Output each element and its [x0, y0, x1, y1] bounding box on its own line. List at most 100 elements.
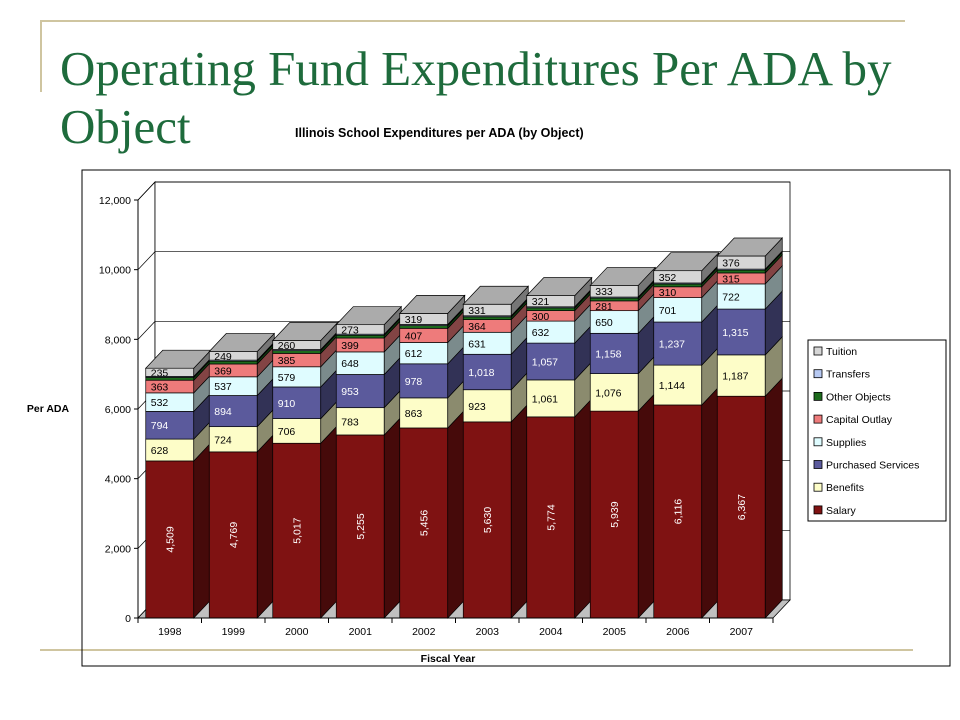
bar-segment-salary — [208, 432, 275, 619]
data-label: 5,939 — [609, 501, 621, 527]
bar-side — [574, 397, 593, 619]
x-tick-label: 2007 — [730, 626, 754, 638]
chart-title: Illinois School Expenditures per ADA (by… — [295, 126, 584, 140]
bar-front — [272, 442, 322, 619]
y-tick-label: 8,000 — [105, 334, 131, 346]
bar-segment-benefits — [208, 407, 275, 453]
legend-label: Transfers — [826, 369, 870, 381]
data-label: 6,367 — [736, 494, 748, 520]
gridline-side — [137, 321, 156, 340]
bar-side — [256, 432, 275, 619]
bar-front — [526, 379, 576, 418]
data-label: 701 — [659, 305, 677, 317]
data-label: 1,076 — [595, 387, 621, 399]
bar-segment-salary — [526, 397, 593, 619]
bar-top — [398, 295, 466, 314]
legend-swatch — [813, 505, 823, 515]
legend: Tuition Transfers Other Objects Capital Out… — [807, 339, 947, 522]
y-tick-label: 6,000 — [105, 404, 131, 416]
bar-segment-supplies — [716, 265, 783, 310]
data-label: 1,061 — [532, 393, 558, 405]
bar-segment-tuition — [525, 276, 593, 308]
bar-front — [462, 316, 512, 320]
data-label: 363 — [151, 382, 169, 394]
bar-segment-purchased-services — [462, 335, 529, 391]
legend-item: Transfers — [813, 369, 870, 381]
bar-segment-tuition — [335, 305, 403, 336]
slide-title: Operating Fund Expenditures Per ADA by O… — [60, 41, 892, 154]
data-label: 376 — [722, 258, 740, 270]
x-tick-label: 2004 — [539, 626, 563, 638]
data-label: 722 — [722, 291, 740, 303]
bar-top — [335, 306, 403, 326]
bar-segment-capital-outlay — [272, 334, 339, 368]
x-tick-label: 2006 — [666, 626, 690, 638]
legend-label: Other Objects — [826, 391, 891, 403]
data-label: 910 — [278, 398, 296, 410]
bar-front — [589, 410, 639, 619]
legend-item: Supplies — [813, 437, 866, 449]
data-label: 407 — [405, 330, 423, 342]
bar-top — [652, 252, 720, 272]
bar-front — [399, 325, 449, 329]
bar-segment-purchased-services — [589, 314, 656, 375]
bar-front — [462, 353, 512, 391]
x-tick-label: 2000 — [285, 626, 309, 638]
bar-segment-supplies — [272, 347, 339, 388]
data-label: 5,630 — [482, 507, 494, 533]
bar-side — [510, 403, 529, 619]
data-label: 5,255 — [355, 513, 367, 539]
x-tick-label: 2005 — [603, 626, 627, 638]
bar-front — [462, 421, 512, 619]
bar-side — [701, 386, 720, 619]
bar-segment-salary — [145, 442, 212, 619]
data-label: 4,769 — [228, 522, 240, 548]
data-label: 315 — [722, 273, 740, 285]
bar-segment-benefits — [716, 335, 783, 398]
data-label: 631 — [468, 338, 486, 350]
data-label: 249 — [214, 351, 232, 363]
data-label: 894 — [214, 406, 232, 418]
bar-side — [320, 424, 339, 619]
y-tick-label: 12,000 — [99, 195, 131, 207]
bar-front — [335, 407, 385, 436]
data-label: 724 — [214, 434, 232, 446]
bar-segment-tuition — [144, 349, 212, 378]
data-label: 321 — [532, 296, 550, 308]
data-labels: 4,509 628 794 532 363 235 4,769 724 894 537 369 249… — [151, 258, 749, 553]
x-tick-label: 2003 — [476, 626, 500, 638]
data-label: 4,509 — [165, 526, 177, 552]
data-label: 385 — [278, 355, 296, 367]
bar-side — [447, 409, 466, 619]
bar-front — [145, 460, 195, 619]
y-tick-label: 2,000 — [105, 543, 131, 555]
bar-top — [462, 285, 530, 305]
data-label: 369 — [214, 365, 232, 377]
data-label: 310 — [659, 287, 677, 299]
y-tick-label: 4,000 — [105, 474, 131, 486]
legend-swatch — [813, 437, 823, 447]
data-label: 1,187 — [722, 371, 748, 383]
data-label: 1,057 — [532, 357, 558, 369]
bottom-rule — [40, 649, 913, 651]
bar-segment-salary — [399, 409, 466, 619]
legend-label: Salary — [826, 505, 857, 517]
data-label: 6,116 — [673, 499, 685, 525]
bar-front — [399, 363, 449, 399]
bar-segment-tuition — [716, 237, 784, 270]
data-label: 537 — [214, 381, 232, 393]
bar-segment-supplies — [589, 291, 656, 335]
x-tick-label: 1998 — [158, 626, 182, 638]
legend-item: Capital Outlay — [813, 414, 893, 426]
bar-segment-salary — [462, 403, 529, 619]
bar-top — [208, 333, 276, 352]
x-tick-label: 2001 — [349, 626, 373, 638]
chart-frame — [81, 169, 951, 667]
data-label: 1,158 — [595, 348, 621, 360]
data-label: 579 — [278, 372, 296, 384]
legend-item: Other Objects — [813, 391, 891, 403]
data-label: 632 — [532, 327, 550, 339]
x-tick-label: 2002 — [412, 626, 436, 638]
top-rule — [40, 20, 905, 22]
legend-swatch — [813, 391, 823, 401]
